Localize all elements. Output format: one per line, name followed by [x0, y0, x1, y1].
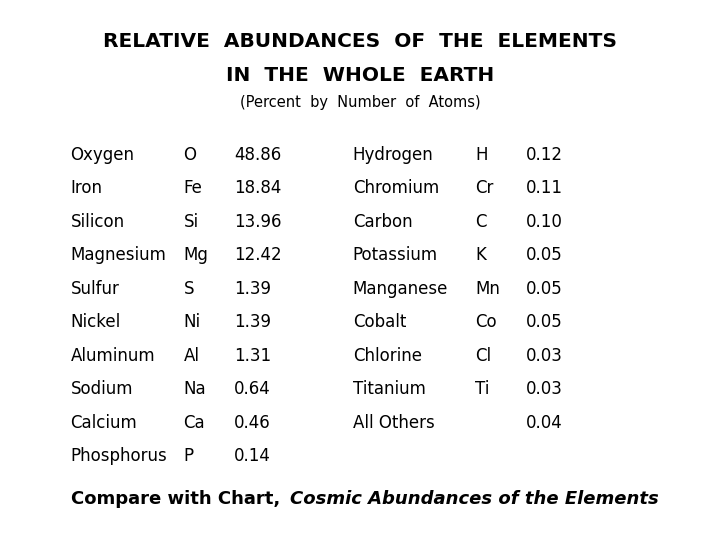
Text: Sodium: Sodium: [71, 380, 133, 398]
Text: O: O: [184, 146, 197, 164]
Text: Cr: Cr: [475, 179, 494, 197]
Text: Ti: Ti: [475, 380, 490, 398]
Text: Cosmic Abundances of the Elements: Cosmic Abundances of the Elements: [290, 490, 659, 508]
Text: Chromium: Chromium: [353, 179, 439, 197]
Text: Co: Co: [475, 313, 497, 331]
Text: 0.46: 0.46: [234, 414, 271, 431]
Text: Cobalt: Cobalt: [353, 313, 406, 331]
Text: Silicon: Silicon: [71, 213, 125, 231]
Text: Mn: Mn: [475, 280, 500, 298]
Text: Carbon: Carbon: [353, 213, 413, 231]
Text: Al: Al: [184, 347, 199, 364]
Text: Iron: Iron: [71, 179, 102, 197]
Text: 0.05: 0.05: [526, 280, 562, 298]
Text: 0.10: 0.10: [526, 213, 562, 231]
Text: 1.31: 1.31: [234, 347, 271, 364]
Text: 0.03: 0.03: [526, 347, 562, 364]
Text: 1.39: 1.39: [234, 280, 271, 298]
Text: Hydrogen: Hydrogen: [353, 146, 433, 164]
Text: Chlorine: Chlorine: [353, 347, 422, 364]
Text: Si: Si: [184, 213, 199, 231]
Text: H: H: [475, 146, 487, 164]
Text: 13.96: 13.96: [234, 213, 282, 231]
Text: Cl: Cl: [475, 347, 491, 364]
Text: Ni: Ni: [184, 313, 201, 331]
Text: 0.05: 0.05: [526, 313, 562, 331]
Text: K: K: [475, 246, 486, 264]
Text: 1.39: 1.39: [234, 313, 271, 331]
Text: Fe: Fe: [184, 179, 202, 197]
Text: Oxygen: Oxygen: [71, 146, 135, 164]
Text: Nickel: Nickel: [71, 313, 121, 331]
Text: 0.14: 0.14: [234, 447, 271, 465]
Text: Aluminum: Aluminum: [71, 347, 156, 364]
Text: C: C: [475, 213, 487, 231]
Text: RELATIVE  ABUNDANCES  OF  THE  ELEMENTS: RELATIVE ABUNDANCES OF THE ELEMENTS: [103, 32, 617, 51]
Text: IN  THE  WHOLE  EARTH: IN THE WHOLE EARTH: [226, 66, 494, 85]
Text: All Others: All Others: [353, 414, 435, 431]
Text: Na: Na: [184, 380, 206, 398]
Text: Ca: Ca: [184, 414, 205, 431]
Text: 0.05: 0.05: [526, 246, 562, 264]
Text: Compare with Chart,: Compare with Chart,: [71, 490, 286, 508]
Text: 12.42: 12.42: [234, 246, 282, 264]
Text: S: S: [184, 280, 194, 298]
Text: Potassium: Potassium: [353, 246, 438, 264]
Text: P: P: [184, 447, 194, 465]
Text: Magnesium: Magnesium: [71, 246, 166, 264]
Text: 18.84: 18.84: [234, 179, 282, 197]
Text: 48.86: 48.86: [234, 146, 282, 164]
Text: 0.64: 0.64: [234, 380, 271, 398]
Text: 0.12: 0.12: [526, 146, 562, 164]
Text: 0.11: 0.11: [526, 179, 562, 197]
Text: 0.03: 0.03: [526, 380, 562, 398]
Text: Titanium: Titanium: [353, 380, 426, 398]
Text: (Percent  by  Number  of  Atoms): (Percent by Number of Atoms): [240, 94, 480, 110]
Text: Phosphorus: Phosphorus: [71, 447, 167, 465]
Text: Mg: Mg: [184, 246, 209, 264]
Text: 0.04: 0.04: [526, 414, 562, 431]
Text: Calcium: Calcium: [71, 414, 138, 431]
Text: Sulfur: Sulfur: [71, 280, 120, 298]
Text: Manganese: Manganese: [353, 280, 448, 298]
